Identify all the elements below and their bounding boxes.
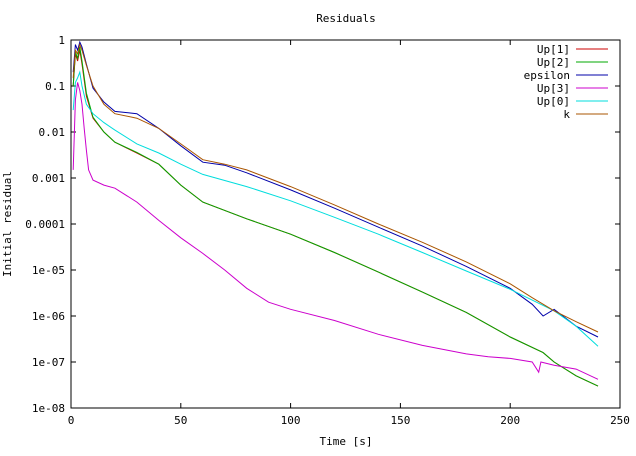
y-tick-label: 0.0001 bbox=[25, 218, 65, 231]
y-tick-label: 1 bbox=[58, 34, 65, 47]
series-line-1 bbox=[72, 47, 599, 387]
series-line-2 bbox=[72, 40, 599, 338]
x-tick-label: 50 bbox=[174, 414, 187, 427]
series-group bbox=[72, 40, 599, 387]
x-axis-label: Time [s] bbox=[320, 435, 373, 448]
y-tick-label: 0.001 bbox=[32, 172, 65, 185]
y-tick-label: 1e-07 bbox=[32, 356, 65, 369]
legend-label: Up[2] bbox=[537, 56, 570, 69]
legend-label: epsilon bbox=[524, 69, 570, 82]
axes-group: 0 50 100 150 200 250 1 0.1 0.01 0.001 0.0001 1e-05 1… bbox=[25, 34, 630, 427]
chart-title: Residuals bbox=[316, 12, 376, 25]
series-line-5 bbox=[72, 42, 599, 333]
y-tick-label: 1e-05 bbox=[32, 264, 65, 277]
legend-label: Up[1] bbox=[537, 43, 570, 56]
x-tick-label: 200 bbox=[500, 414, 520, 427]
y-tick-label: 0.1 bbox=[45, 80, 65, 93]
y-tick-label: 1e-06 bbox=[32, 310, 65, 323]
legend-label: Up[3] bbox=[537, 82, 570, 95]
legend-label: k bbox=[563, 108, 570, 121]
series-line-3 bbox=[72, 82, 599, 380]
y-axis-label: Initial residual bbox=[1, 171, 14, 277]
y-tick-label: 1e-08 bbox=[32, 402, 65, 415]
x-tick-label: 250 bbox=[610, 414, 630, 427]
legend-label: Up[0] bbox=[537, 95, 570, 108]
y-tick-label: 0.01 bbox=[39, 126, 66, 139]
series-line-4 bbox=[72, 70, 599, 347]
x-tick-label: 0 bbox=[68, 414, 75, 427]
x-tick-label: 100 bbox=[281, 414, 301, 427]
x-tick-label: 150 bbox=[390, 414, 410, 427]
